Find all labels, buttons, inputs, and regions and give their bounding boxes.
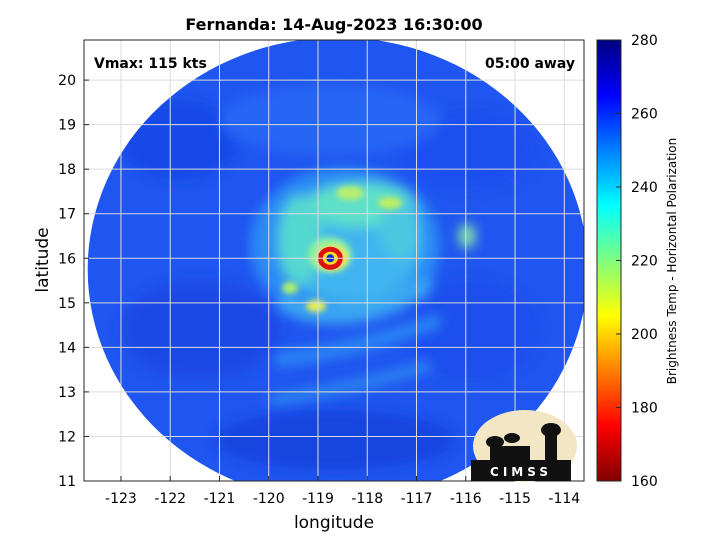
y-tick-label: 11 [58, 474, 76, 490]
y-tick-label: 16 [58, 251, 76, 267]
grid-lines [84, 40, 584, 482]
y-axis-ticks: 11 12 13 14 15 16 17 18 19 20 [58, 73, 89, 490]
plot-area: -123 -122 -121 -120 -119 -118 -117 -116 -115 -114… [58, 39, 585, 507]
y-tick-label: 15 [58, 296, 76, 312]
chart-title: Fernanda: 14-Aug-2023 16:30:00 [185, 15, 482, 34]
y-tick-label: 14 [58, 340, 76, 356]
colorbar-ticks: 160 180 200 220 240 260 280 [616, 33, 658, 490]
y-tick-label: 20 [58, 73, 76, 89]
colorbar-tick-label: 240 [631, 180, 658, 196]
cimss-logo: CIMSS [471, 410, 577, 482]
x-tick-label: -122 [154, 491, 186, 507]
cimss-logo-text: CIMSS [490, 465, 552, 479]
y-tick-label: 12 [58, 429, 76, 445]
plot-border [83, 39, 585, 482]
colorbar-label: Brightness Temp - Horizontal Polarizatio… [665, 138, 679, 385]
colorbar-tick-label: 280 [631, 33, 658, 49]
colorbar-tick-label: 220 [631, 254, 658, 270]
microwave-swath [87, 40, 584, 481]
colorbar-tick-label: 260 [631, 107, 658, 123]
x-tick-label: -114 [548, 491, 580, 507]
vmax-annotation: Vmax: 115 kts [94, 56, 207, 72]
x-axis-label: longitude [294, 513, 374, 533]
x-tick-label: -115 [499, 491, 531, 507]
colorbar-tick-label: 180 [631, 401, 658, 417]
x-tick-label: -118 [351, 491, 383, 507]
y-tick-label: 13 [58, 385, 76, 401]
y-axis-label: latitude [33, 227, 53, 292]
time-away-annotation: 05:00 away [485, 56, 575, 72]
y-tick-label: 19 [58, 118, 76, 134]
x-tick-label: -120 [253, 491, 285, 507]
x-tick-label: -116 [450, 491, 482, 507]
x-tick-label: -123 [105, 491, 137, 507]
x-tick-label: -117 [401, 491, 433, 507]
colorbar-tick-label: 200 [631, 327, 658, 343]
colorbar-tick-label: 160 [631, 474, 658, 490]
x-tick-label: -121 [204, 491, 236, 507]
swath-texture [120, 85, 540, 470]
colorbar: 160 180 200 220 240 260 280 Brightness Temp - … [596, 33, 679, 490]
x-axis-ticks: -123 -122 -121 -120 -119 -118 -117 -116 -115 -114 [105, 476, 580, 507]
y-tick-label: 18 [58, 162, 76, 178]
x-tick-label: -119 [302, 491, 334, 507]
y-tick-label: 17 [58, 207, 76, 223]
